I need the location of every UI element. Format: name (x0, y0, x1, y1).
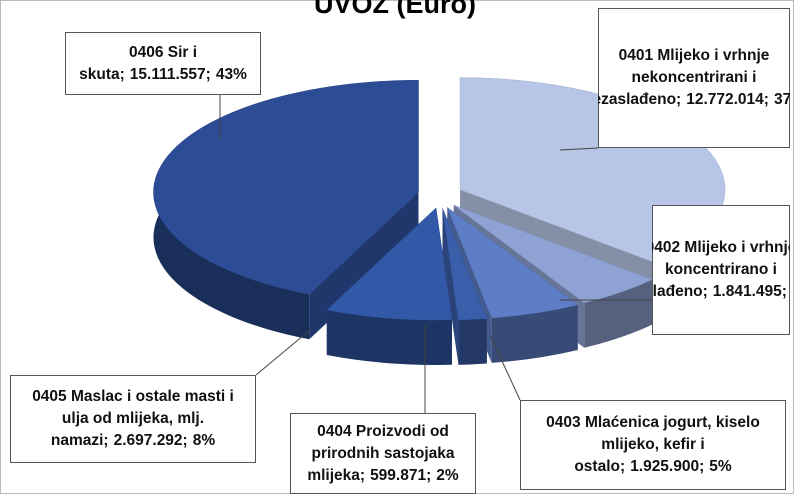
category: 0406 Sir i skuta; (79, 43, 198, 83)
data-label: 0404 Proizvodi od prirodnih sastojaka ml… (290, 413, 476, 494)
label-box: 0403 Mlaćenica jogurt, kiselo mlijeko, k… (520, 400, 786, 490)
data-label: 0405 Maslac i ostale masti i ulja od mli… (10, 375, 256, 463)
data-label: 0406 Sir i skuta; 15.111.557; 43% (65, 32, 261, 95)
value-label: 12.772.014; (686, 91, 769, 108)
data-label: 0401 Mlijeko i vrhnje nekoncentrirani i … (598, 8, 790, 148)
category: 0403 Mlaćenica jogurt, kiselo mlijeko, k… (546, 414, 760, 475)
category: 0401 Mlijeko i vrhnje nekoncentrirani i … (598, 47, 770, 108)
leader-line (489, 334, 521, 401)
percent-label: 37% (773, 91, 790, 108)
percent-label: 8% (192, 432, 216, 449)
slice-side (584, 279, 653, 348)
value-label: 1.925.900; (630, 458, 705, 475)
value-label: 1.841.495; (712, 283, 787, 300)
category: 0402 Mlijeko i vrhnje koncentrirano i za… (652, 239, 790, 300)
data-label: 0403 Mlaćenica jogurt, kiselo mlijeko, k… (520, 400, 786, 490)
slice (446, 206, 579, 319)
percent-label: 2% (436, 466, 459, 484)
value-label: 2.697.292; (113, 432, 188, 449)
value-label: 15.111.557; (129, 65, 211, 83)
slice-side (442, 208, 459, 365)
category: 0405 Maslac i ostale masti i ulja od mli… (32, 388, 234, 449)
data-label: 0402 Mlijeko i vrhnje koncentrirano i za… (652, 205, 790, 335)
value-label: 599.871; (370, 466, 432, 484)
percent-label: 43% (215, 65, 247, 83)
slice (326, 207, 453, 321)
label-box: 0402 Mlijeko i vrhnje koncentrirano i za… (652, 205, 790, 335)
category: 0404 Proizvodi od prirodnih sastojaka ml… (307, 422, 455, 484)
label-box: 0405 Maslac i ostale masti i ulja od mli… (10, 375, 256, 463)
label-box: 0406 Sir i skuta; 15.111.557; 43% (65, 32, 261, 95)
chart-title: UVOZ (Euro) (314, 0, 476, 19)
label-box: 0404 Proizvodi od prirodnih sastojaka ml… (290, 413, 476, 494)
leader-line (559, 147, 599, 151)
slice (442, 208, 488, 321)
label-box: 0401 Mlijeko i vrhnje nekoncentrirani i … (598, 8, 790, 148)
slice-side (326, 310, 452, 365)
slice-side (491, 304, 578, 363)
slice-side (458, 318, 487, 365)
leader-line (255, 329, 311, 376)
percent-label: 5% (709, 458, 732, 475)
